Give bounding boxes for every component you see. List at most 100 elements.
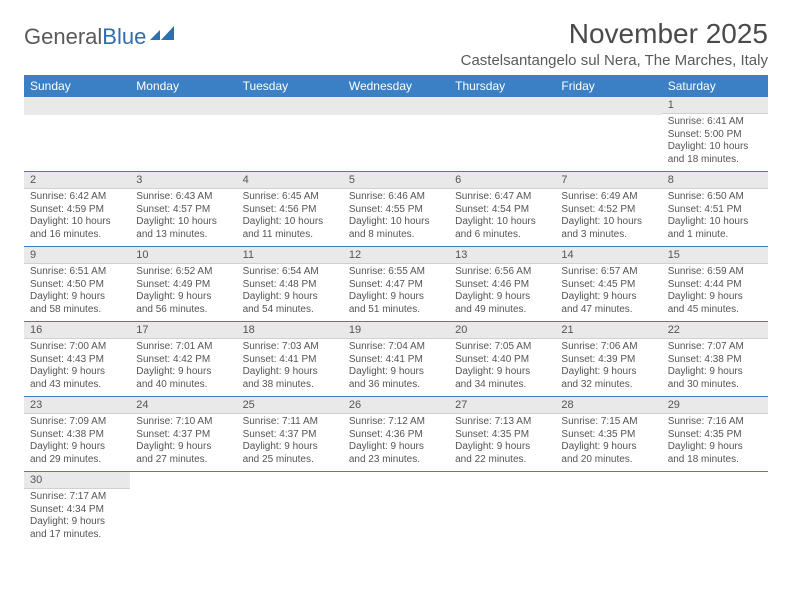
sunrise-text: Sunrise: 6:50 AM bbox=[668, 191, 762, 204]
calendar-cell bbox=[449, 472, 555, 547]
calendar-cell: 14Sunrise: 6:57 AMSunset: 4:45 PMDayligh… bbox=[555, 247, 661, 322]
sunrise-text: Sunrise: 6:41 AM bbox=[668, 116, 762, 129]
daylight-text: Daylight: 9 hours and 32 minutes. bbox=[561, 366, 655, 391]
calendar-cell: 30Sunrise: 7:17 AMSunset: 4:34 PMDayligh… bbox=[24, 472, 130, 547]
day-details: Sunrise: 7:03 AMSunset: 4:41 PMDaylight:… bbox=[237, 339, 343, 395]
sunset-text: Sunset: 4:36 PM bbox=[349, 429, 443, 442]
sunrise-text: Sunrise: 6:42 AM bbox=[30, 191, 124, 204]
calendar-cell: 10Sunrise: 6:52 AMSunset: 4:49 PMDayligh… bbox=[130, 247, 236, 322]
day-number: 25 bbox=[237, 397, 343, 414]
sunset-text: Sunset: 4:41 PM bbox=[243, 354, 337, 367]
daylight-text: Daylight: 9 hours and 56 minutes. bbox=[136, 291, 230, 316]
daylight-text: Daylight: 10 hours and 13 minutes. bbox=[136, 216, 230, 241]
calendar-cell: 11Sunrise: 6:54 AMSunset: 4:48 PMDayligh… bbox=[237, 247, 343, 322]
calendar-cell: 20Sunrise: 7:05 AMSunset: 4:40 PMDayligh… bbox=[449, 322, 555, 397]
day-number: 8 bbox=[662, 172, 768, 189]
logo-text-blue: Blue bbox=[102, 24, 146, 50]
sunrise-text: Sunrise: 7:12 AM bbox=[349, 416, 443, 429]
day-number: 3 bbox=[130, 172, 236, 189]
calendar-cell bbox=[662, 472, 768, 547]
day-details: Sunrise: 7:00 AMSunset: 4:43 PMDaylight:… bbox=[24, 339, 130, 395]
sunset-text: Sunset: 4:37 PM bbox=[136, 429, 230, 442]
flag-icon bbox=[150, 26, 176, 49]
daylight-text: Daylight: 9 hours and 27 minutes. bbox=[136, 441, 230, 466]
day-details: Sunrise: 6:47 AMSunset: 4:54 PMDaylight:… bbox=[449, 189, 555, 245]
day-details: Sunrise: 7:16 AMSunset: 4:35 PMDaylight:… bbox=[662, 414, 768, 470]
day-number: 7 bbox=[555, 172, 661, 189]
calendar-week-row: 30Sunrise: 7:17 AMSunset: 4:34 PMDayligh… bbox=[24, 472, 768, 547]
title-block: November 2025 Castelsantangelo sul Nera,… bbox=[461, 18, 768, 69]
day-details: Sunrise: 6:49 AMSunset: 4:52 PMDaylight:… bbox=[555, 189, 661, 245]
logo: General Blue bbox=[24, 18, 176, 50]
day-number: 6 bbox=[449, 172, 555, 189]
sunset-text: Sunset: 4:48 PM bbox=[243, 279, 337, 292]
day-details: Sunrise: 7:06 AMSunset: 4:39 PMDaylight:… bbox=[555, 339, 661, 395]
day-number: 12 bbox=[343, 247, 449, 264]
calendar-cell bbox=[130, 472, 236, 547]
calendar-week-row: 9Sunrise: 6:51 AMSunset: 4:50 PMDaylight… bbox=[24, 247, 768, 322]
sunset-text: Sunset: 4:40 PM bbox=[455, 354, 549, 367]
sunrise-text: Sunrise: 6:47 AM bbox=[455, 191, 549, 204]
sunrise-text: Sunrise: 7:09 AM bbox=[30, 416, 124, 429]
header: General Blue November 2025 Castelsantang… bbox=[24, 18, 768, 69]
day-details: Sunrise: 6:43 AMSunset: 4:57 PMDaylight:… bbox=[130, 189, 236, 245]
day-details: Sunrise: 7:12 AMSunset: 4:36 PMDaylight:… bbox=[343, 414, 449, 470]
day-header: Sunday bbox=[24, 75, 130, 97]
calendar-cell bbox=[237, 97, 343, 172]
day-details: Sunrise: 6:46 AMSunset: 4:55 PMDaylight:… bbox=[343, 189, 449, 245]
day-number: 23 bbox=[24, 397, 130, 414]
sunset-text: Sunset: 4:37 PM bbox=[243, 429, 337, 442]
day-number: 4 bbox=[237, 172, 343, 189]
day-number: 2 bbox=[24, 172, 130, 189]
calendar-cell: 26Sunrise: 7:12 AMSunset: 4:36 PMDayligh… bbox=[343, 397, 449, 472]
sunrise-text: Sunrise: 7:04 AM bbox=[349, 341, 443, 354]
day-details: Sunrise: 7:05 AMSunset: 4:40 PMDaylight:… bbox=[449, 339, 555, 395]
day-number: 26 bbox=[343, 397, 449, 414]
logo-text-general: General bbox=[24, 24, 102, 50]
day-number: 19 bbox=[343, 322, 449, 339]
day-details: Sunrise: 6:52 AMSunset: 4:49 PMDaylight:… bbox=[130, 264, 236, 320]
sunset-text: Sunset: 4:45 PM bbox=[561, 279, 655, 292]
daylight-text: Daylight: 10 hours and 6 minutes. bbox=[455, 216, 549, 241]
day-header: Monday bbox=[130, 75, 236, 97]
sunrise-text: Sunrise: 6:57 AM bbox=[561, 266, 655, 279]
day-number: 27 bbox=[449, 397, 555, 414]
day-details: Sunrise: 6:55 AMSunset: 4:47 PMDaylight:… bbox=[343, 264, 449, 320]
day-number: 28 bbox=[555, 397, 661, 414]
sunset-text: Sunset: 4:38 PM bbox=[30, 429, 124, 442]
day-details: Sunrise: 7:15 AMSunset: 4:35 PMDaylight:… bbox=[555, 414, 661, 470]
day-details: Sunrise: 7:09 AMSunset: 4:38 PMDaylight:… bbox=[24, 414, 130, 470]
empty-day-header bbox=[130, 97, 236, 115]
day-details: Sunrise: 7:01 AMSunset: 4:42 PMDaylight:… bbox=[130, 339, 236, 395]
calendar-cell: 22Sunrise: 7:07 AMSunset: 4:38 PMDayligh… bbox=[662, 322, 768, 397]
sunrise-text: Sunrise: 7:13 AM bbox=[455, 416, 549, 429]
empty-day-header bbox=[24, 97, 130, 115]
sunset-text: Sunset: 4:56 PM bbox=[243, 204, 337, 217]
day-details: Sunrise: 6:51 AMSunset: 4:50 PMDaylight:… bbox=[24, 264, 130, 320]
day-number: 22 bbox=[662, 322, 768, 339]
day-number: 1 bbox=[662, 97, 768, 114]
day-details: Sunrise: 6:45 AMSunset: 4:56 PMDaylight:… bbox=[237, 189, 343, 245]
day-header: Friday bbox=[555, 75, 661, 97]
calendar-cell: 25Sunrise: 7:11 AMSunset: 4:37 PMDayligh… bbox=[237, 397, 343, 472]
calendar-week-row: 2Sunrise: 6:42 AMSunset: 4:59 PMDaylight… bbox=[24, 172, 768, 247]
sunset-text: Sunset: 4:46 PM bbox=[455, 279, 549, 292]
calendar-cell bbox=[130, 97, 236, 172]
calendar-cell: 23Sunrise: 7:09 AMSunset: 4:38 PMDayligh… bbox=[24, 397, 130, 472]
day-number: 16 bbox=[24, 322, 130, 339]
empty-day-header bbox=[237, 97, 343, 115]
daylight-text: Daylight: 9 hours and 36 minutes. bbox=[349, 366, 443, 391]
calendar-cell: 21Sunrise: 7:06 AMSunset: 4:39 PMDayligh… bbox=[555, 322, 661, 397]
day-number: 15 bbox=[662, 247, 768, 264]
sunset-text: Sunset: 4:41 PM bbox=[349, 354, 443, 367]
daylight-text: Daylight: 10 hours and 16 minutes. bbox=[30, 216, 124, 241]
sunrise-text: Sunrise: 7:11 AM bbox=[243, 416, 337, 429]
sunset-text: Sunset: 4:42 PM bbox=[136, 354, 230, 367]
day-number: 14 bbox=[555, 247, 661, 264]
day-number: 9 bbox=[24, 247, 130, 264]
day-header: Saturday bbox=[662, 75, 768, 97]
sunset-text: Sunset: 4:55 PM bbox=[349, 204, 443, 217]
sunset-text: Sunset: 4:34 PM bbox=[30, 504, 124, 517]
sunset-text: Sunset: 4:47 PM bbox=[349, 279, 443, 292]
day-number: 24 bbox=[130, 397, 236, 414]
